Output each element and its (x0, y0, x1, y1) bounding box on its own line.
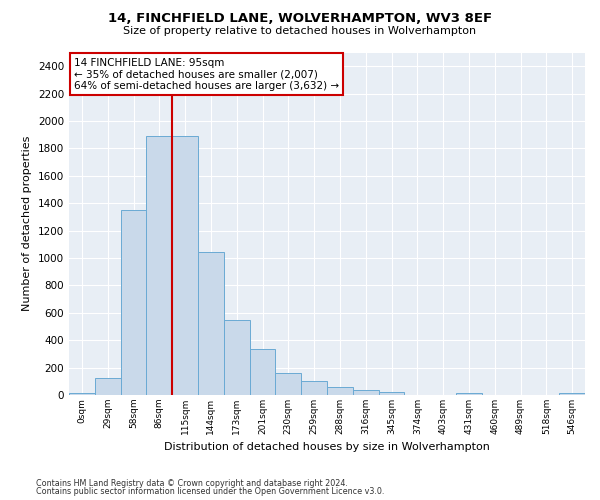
Bar (456, 393, 482, 395)
Text: Contains public sector information licensed under the Open Government Licence v3: Contains public sector information licen… (36, 487, 385, 496)
Bar (69, 393, 95, 395)
Bar (379, 392, 404, 395)
Bar (559, 393, 585, 395)
Bar (198, 252, 224, 395)
Bar (327, 388, 353, 395)
Bar (95, 378, 121, 395)
Text: 14 FINCHFIELD LANE: 95sqm
← 35% of detached houses are smaller (2,007)
64% of se: 14 FINCHFIELD LANE: 95sqm ← 35% of detac… (74, 58, 339, 91)
Bar (250, 349, 275, 395)
Bar (146, 136, 172, 395)
Bar (353, 390, 379, 395)
Bar (275, 373, 301, 395)
Bar (172, 136, 198, 395)
Y-axis label: Number of detached properties: Number of detached properties (22, 136, 32, 312)
Text: Size of property relative to detached houses in Wolverhampton: Size of property relative to detached ho… (124, 26, 476, 36)
X-axis label: Distribution of detached houses by size in Wolverhampton: Distribution of detached houses by size … (164, 442, 490, 452)
Text: Contains HM Land Registry data © Crown copyright and database right 2024.: Contains HM Land Registry data © Crown c… (36, 478, 348, 488)
Bar (121, 210, 146, 395)
Bar (301, 380, 327, 395)
Text: 14, FINCHFIELD LANE, WOLVERHAMPTON, WV3 8EF: 14, FINCHFIELD LANE, WOLVERHAMPTON, WV3 … (108, 12, 492, 26)
Bar (224, 320, 250, 395)
